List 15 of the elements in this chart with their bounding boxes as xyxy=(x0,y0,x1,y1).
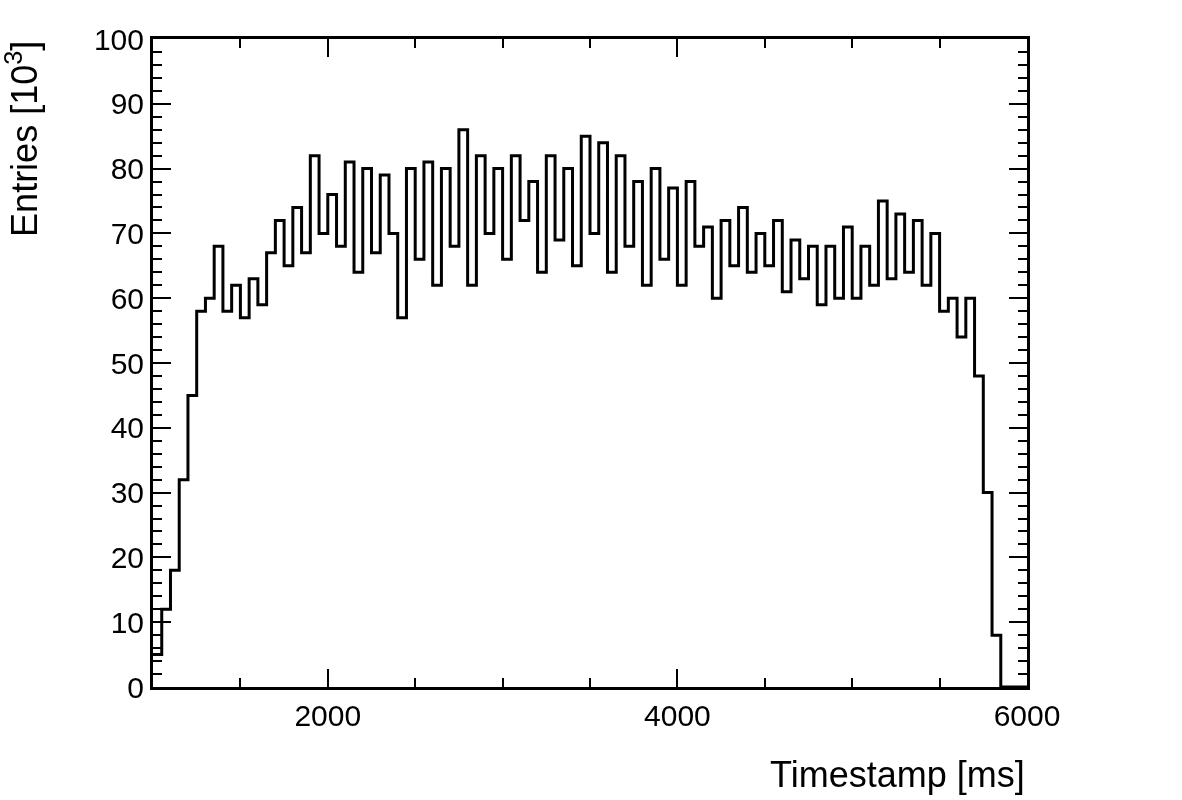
x-axis-title: Timestamp [ms] xyxy=(770,754,1025,795)
x-tick-label: 4000 xyxy=(644,699,711,732)
y-tick-label: 80 xyxy=(110,152,144,186)
y-tick-label: 60 xyxy=(110,281,144,315)
y-tick-label: 70 xyxy=(110,216,144,250)
y-tick-label: 10 xyxy=(110,605,144,639)
y-tick-label: 20 xyxy=(110,540,144,574)
y-tick-label: 0 xyxy=(127,670,144,704)
y-tick-label: 50 xyxy=(110,346,144,380)
y-tick-label: 90 xyxy=(110,87,144,121)
y-tick-label: 30 xyxy=(110,476,144,510)
x-tick-label: 2000 xyxy=(294,699,362,732)
x-tick-label: 6000 xyxy=(993,699,1061,732)
y-tick-label: 40 xyxy=(110,411,144,445)
y-tick-label: 100 xyxy=(93,22,144,56)
